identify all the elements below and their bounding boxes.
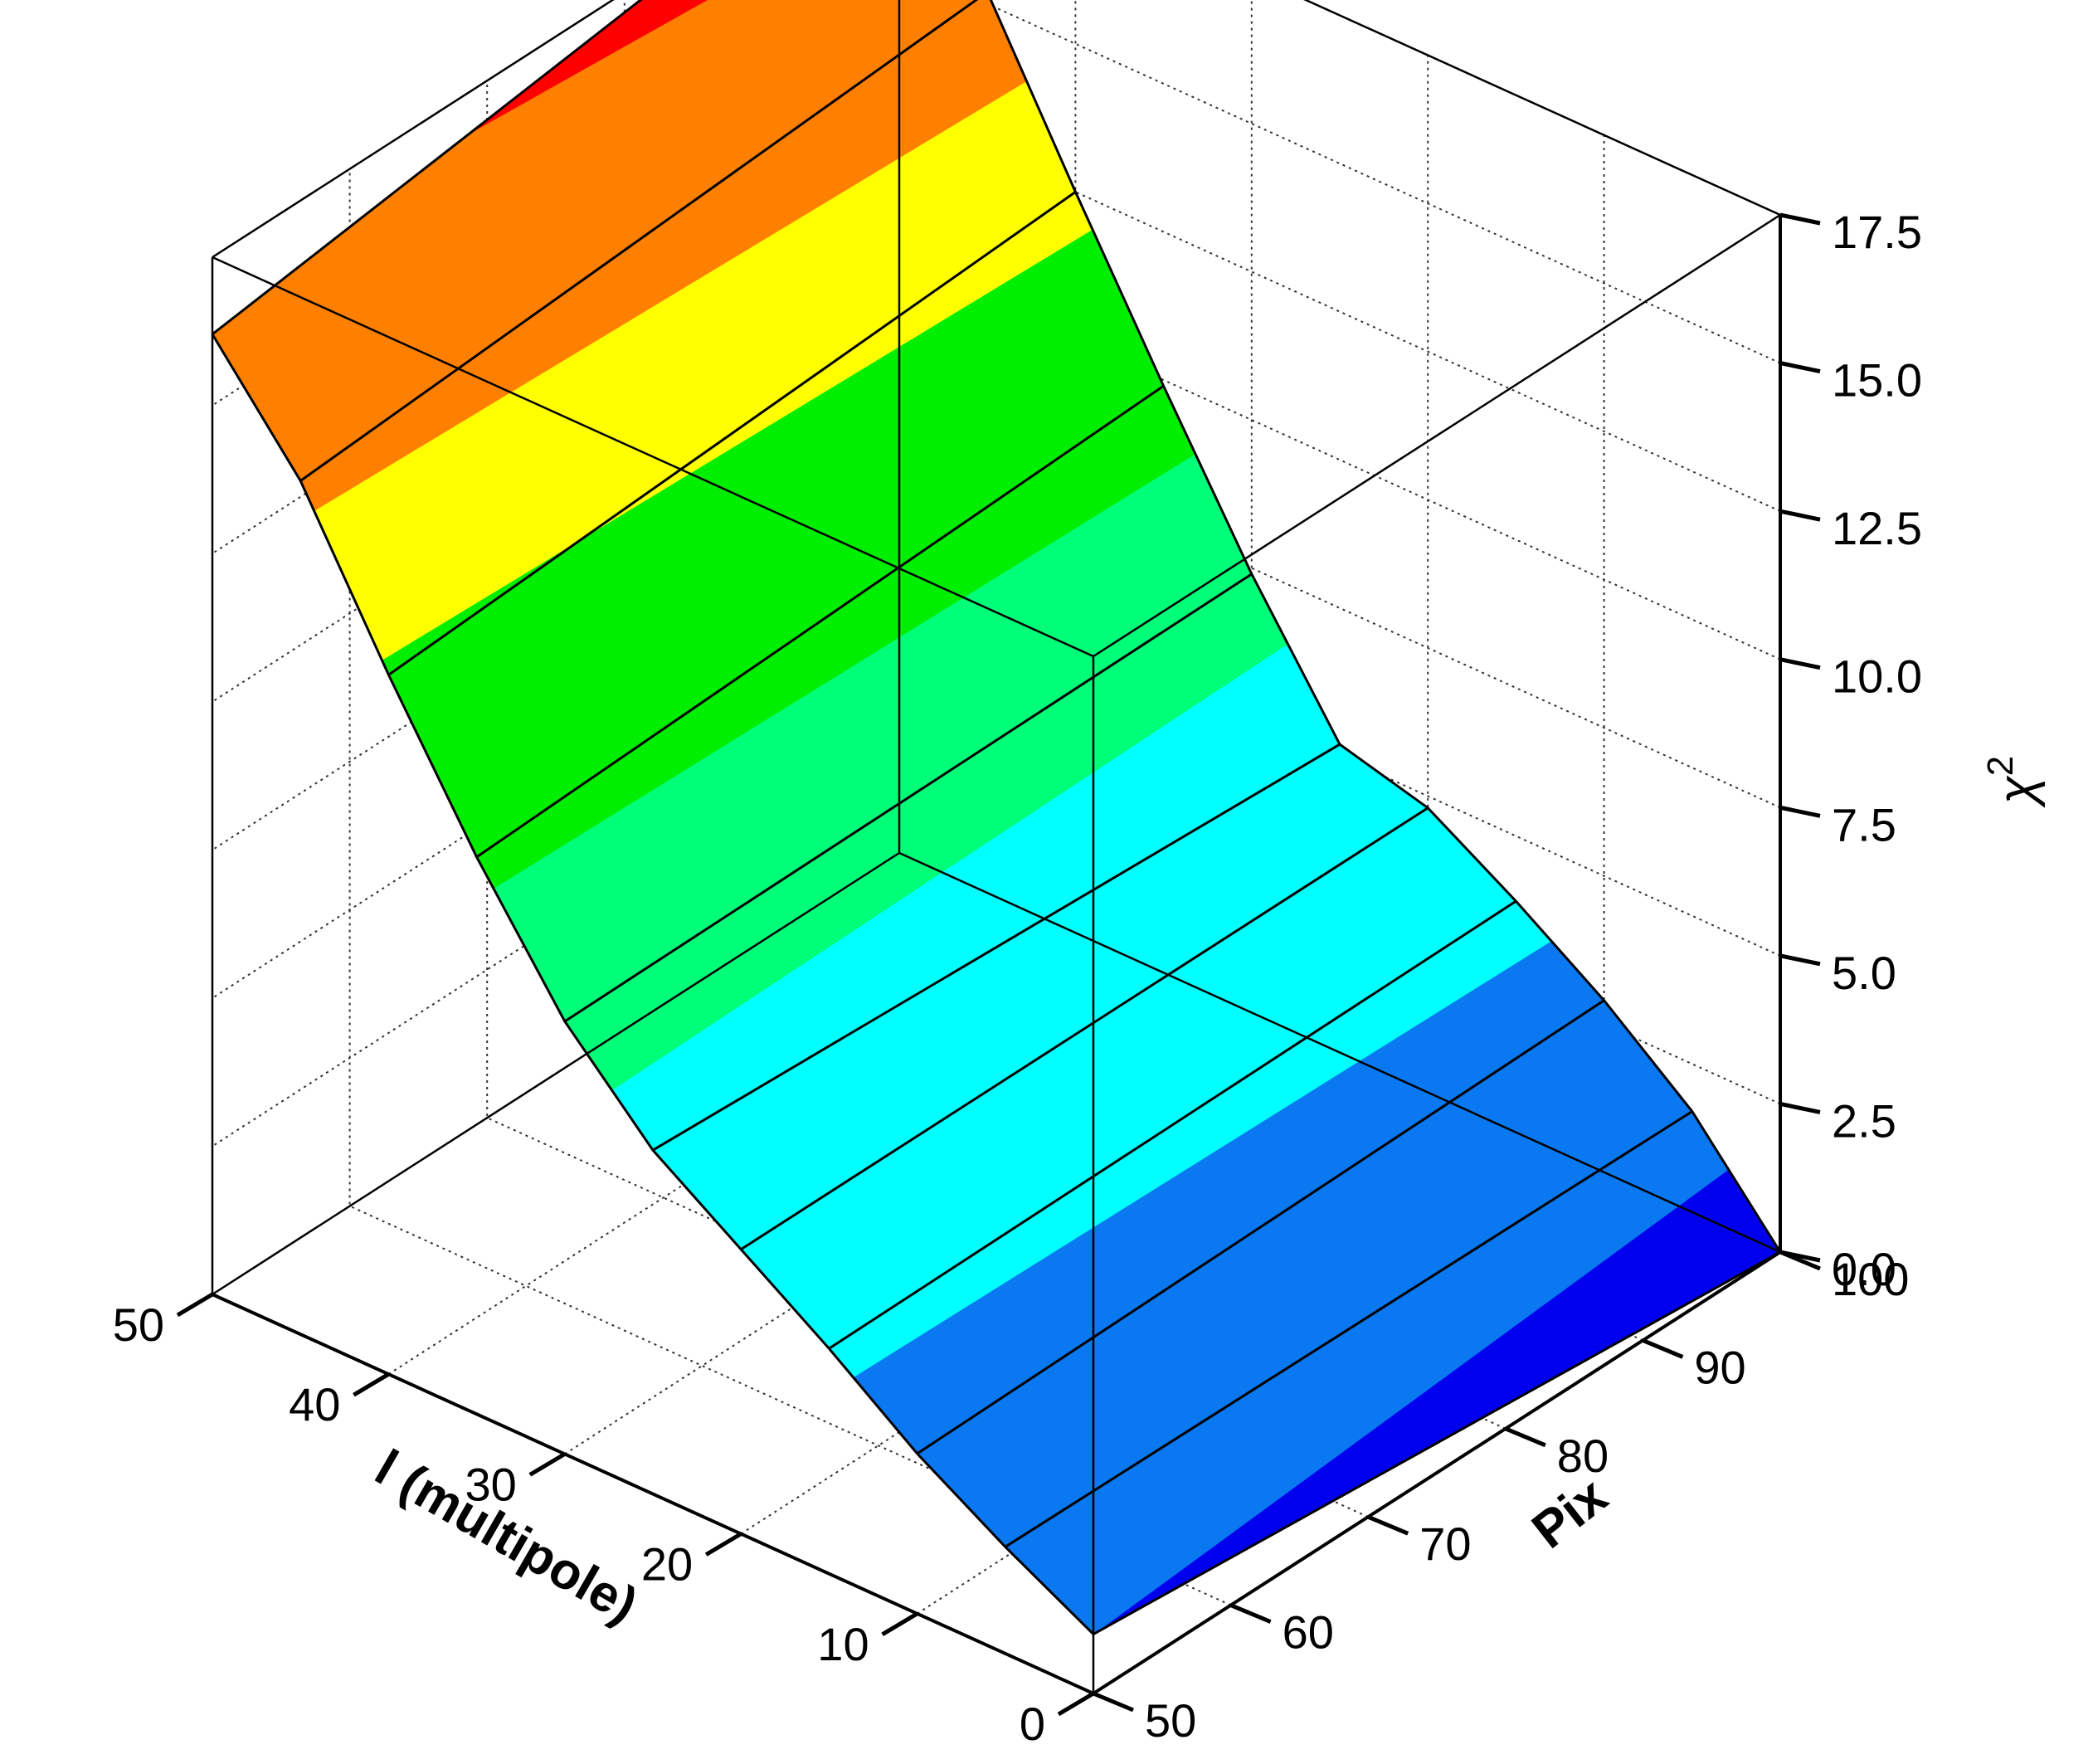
x-tick-label-30: 30 [465, 1458, 517, 1510]
y-tick-label-50: 50 [1145, 1694, 1196, 1747]
x-tick-label-20: 20 [641, 1538, 693, 1591]
x-tick-label-10: 10 [817, 1618, 869, 1670]
surface-mesh-line [652, 743, 1341, 1152]
surface-plot [211, 0, 1782, 1635]
tick-marks [176, 212, 1821, 1717]
box-frame [211, 0, 1782, 1695]
y-tick-90 [1642, 1338, 1684, 1359]
x-tick-label-0: 0 [1020, 1698, 1045, 1750]
surface-mesh-line [740, 806, 1429, 1251]
x-tick-40 [353, 1372, 390, 1397]
y-tick-label-90: 90 [1694, 1341, 1745, 1393]
back-frame-edge [898, 851, 1781, 1254]
y-tick-60 [1229, 1603, 1272, 1624]
x-tick-label-50: 50 [113, 1299, 164, 1351]
y-tick-label-70: 70 [1419, 1518, 1471, 1570]
x-axis-line [212, 1293, 1094, 1695]
surface-mesh-line [828, 899, 1517, 1350]
z-tick-label-1: 2.5 [1832, 1094, 1896, 1147]
x-tick-label-40: 40 [289, 1378, 340, 1430]
z-axis-title-symbol: χ [1988, 775, 2046, 808]
z-tick-3 [1779, 805, 1821, 818]
back-frame-edge [212, 0, 615, 259]
z-tick-5 [1779, 509, 1821, 522]
front-frame-edge [1093, 213, 1781, 658]
z-tick-label-3: 7.5 [1832, 798, 1896, 850]
y-tick-label-60: 60 [1283, 1606, 1334, 1659]
z-tick-label-4: 10.0 [1832, 651, 1922, 703]
surface-mesh-line [1004, 1110, 1693, 1548]
z-axis-title: χ2 [1980, 756, 2046, 808]
x-tick-20 [704, 1532, 742, 1557]
z-tick-label-0: 0.0 [1832, 1243, 1896, 1295]
y-tick-label-100: 100 [1832, 1253, 1909, 1305]
surface-edge-pix50 [211, 334, 1095, 1635]
surface-mesh-line [1093, 1250, 1781, 1635]
surface-mesh-line [563, 573, 1253, 1023]
surface-mesh-line [299, 0, 979, 482]
surface-band [470, 0, 708, 134]
surface-mesh-line [212, 0, 643, 336]
z-tick-label-5: 12.5 [1832, 502, 1922, 554]
z-tick-1 [1779, 1101, 1821, 1114]
back-frame-edge [212, 851, 900, 1296]
z-axis-title-superscript: 2 [1980, 756, 2021, 776]
x-tick-0 [1057, 1691, 1095, 1717]
surface-edge-pix100 [989, 0, 1782, 1253]
z-tick-7 [1779, 212, 1821, 226]
front-frame-edge [212, 256, 1094, 658]
z-tick-6 [1779, 361, 1821, 374]
z-tick-label-7: 17.5 [1832, 206, 1922, 258]
z-tick-0 [1779, 1250, 1821, 1263]
surface-mesh-line [475, 384, 1165, 859]
y-tick-50 [1093, 1691, 1134, 1713]
x-tick-10 [881, 1611, 918, 1636]
y-tick-label-80: 80 [1557, 1430, 1609, 1482]
surface-mesh-line [916, 999, 1605, 1455]
back-frame-edge [1303, 0, 1781, 217]
z-tick-label-2: 5.0 [1832, 947, 1896, 999]
x-tick-50 [176, 1292, 214, 1318]
surface-mesh-line [387, 191, 1077, 676]
y-axis-line [1092, 1250, 1782, 1695]
z-tick-4 [1779, 657, 1821, 670]
z-tick-2 [1779, 953, 1821, 967]
y-tick-80 [1504, 1426, 1546, 1448]
y-tick-70 [1367, 1514, 1409, 1536]
z-tick-label-6: 15.0 [1832, 354, 1922, 407]
x-tick-30 [528, 1452, 567, 1477]
